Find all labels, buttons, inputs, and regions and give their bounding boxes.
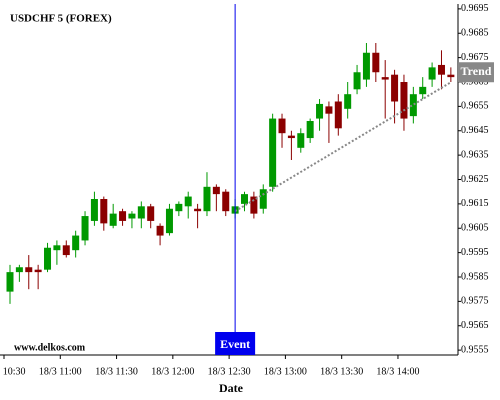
candle-body: [137, 206, 145, 219]
candle-body: [372, 52, 380, 73]
candle-body: [241, 194, 248, 204]
candle-body: [156, 225, 164, 236]
y-tick-label: 0.9575: [461, 296, 489, 307]
candle-body: [212, 186, 220, 195]
x-tick-label: 18/3 11:30: [95, 366, 138, 377]
candle-body: [287, 135, 295, 139]
candle-body: [147, 206, 155, 221]
candle-body: [344, 94, 352, 109]
x-tick-label: 18/3 10:30: [0, 366, 26, 377]
y-tick-label: 0.9625: [461, 174, 489, 185]
chart-title: USDCHF 5 (FOREX): [10, 13, 112, 25]
candle-body: [419, 86, 427, 95]
candle-body: [437, 64, 445, 75]
candle-body: [6, 272, 14, 292]
trend-label-box: [458, 62, 494, 83]
candle-body: [381, 77, 389, 80]
x-tick-label: 18/3 14:00: [376, 366, 419, 377]
candle-body: [362, 52, 370, 80]
watermark: www.delkos.com: [14, 342, 86, 353]
y-tick-label: 0.9635: [461, 149, 489, 160]
x-tick-label: 18/3 12:00: [151, 366, 194, 377]
candle-body: [250, 196, 258, 214]
y-tick-label: 0.9555: [461, 344, 489, 355]
event-box: [215, 332, 256, 355]
candle-body: [62, 245, 70, 256]
candle-body: [100, 199, 108, 224]
candle-body: [165, 208, 173, 234]
y-tick-label: 0.9565: [461, 320, 489, 331]
candle-body: [175, 203, 183, 212]
trend-label: Trend: [461, 64, 492, 78]
y-tick-label: 0.9605: [461, 223, 489, 234]
candle-body: [409, 94, 417, 117]
candle-body: [400, 82, 408, 119]
y-tick-label: 0.9675: [461, 52, 489, 63]
candle-body: [316, 103, 324, 119]
candle-body: [81, 216, 89, 241]
candle-body: [119, 211, 127, 221]
candle-body: [15, 267, 23, 273]
x-tick-label: 18/3 12:30: [208, 366, 251, 377]
candle-body: [194, 208, 202, 212]
y-tick-label: 0.9615: [461, 198, 489, 209]
candle-body: [128, 213, 136, 219]
x-axis-label: Date: [219, 381, 244, 395]
candle-body: [72, 235, 80, 251]
candle-body: [90, 199, 98, 221]
candle-body: [259, 189, 267, 209]
candle-body: [34, 269, 42, 273]
y-tick-label: 0.9685: [461, 28, 489, 39]
candle-body: [447, 74, 455, 78]
candle-body: [184, 196, 192, 207]
x-tick-label: 18/3 13:30: [320, 366, 363, 377]
candle-body: [353, 72, 361, 90]
y-tick-label: 0.9695: [461, 3, 489, 14]
candle-body: [278, 118, 286, 134]
candle-body: [109, 213, 117, 226]
x-tick-label: 18/3 11:00: [39, 366, 82, 377]
y-tick-label: 0.9595: [461, 247, 489, 258]
event-label: Event: [220, 337, 250, 351]
candle-body: [306, 121, 314, 139]
candle-body: [325, 106, 333, 114]
x-tick-label: 18/3 13:00: [264, 366, 307, 377]
candle-body: [53, 245, 61, 251]
candle-body: [334, 101, 342, 129]
candle-body: [428, 67, 436, 80]
candle-body: [25, 267, 33, 273]
candle-body: [297, 133, 305, 148]
trend-line: [234, 81, 452, 213]
candle-body: [203, 186, 211, 212]
candle-body: [222, 191, 230, 212]
candle-body: [44, 247, 52, 270]
y-tick-label: 0.9585: [461, 271, 489, 282]
y-tick-label: 0.9655: [461, 101, 489, 112]
y-tick-label: 0.9645: [461, 125, 489, 136]
candle-body: [269, 118, 277, 187]
candle-body: [391, 74, 399, 102]
